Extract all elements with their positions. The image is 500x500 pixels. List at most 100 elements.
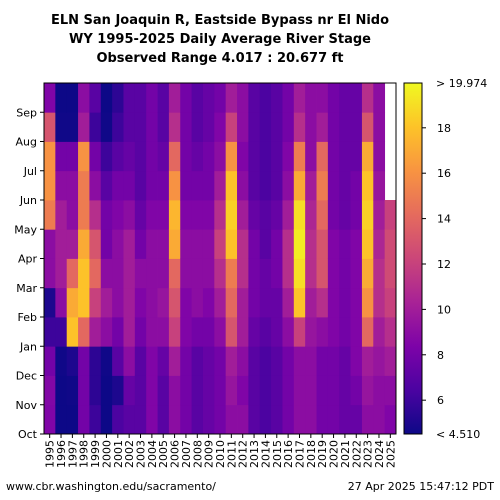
x-tick-label-2013: 2013 xyxy=(248,440,261,468)
heatmap-cell-2005-jul xyxy=(157,141,170,172)
heatmap-cell-2019-jul xyxy=(316,141,329,172)
x-tick-label-2005: 2005 xyxy=(157,440,170,468)
heatmap-cell-2018-jan xyxy=(305,317,317,347)
heatmap-cell-2001-mar xyxy=(112,258,124,289)
heatmap-cell-1999-nov xyxy=(89,375,102,406)
heatmap-cell-2018-oct xyxy=(305,404,317,435)
heatmap-cell-2007-dec xyxy=(180,346,193,376)
heatmap-cell-2012-aug xyxy=(237,112,249,142)
heatmap-cell-1996-apr xyxy=(55,229,68,259)
heatmap-cell-2025-apr xyxy=(384,229,397,259)
heatmap-cell-2015-may xyxy=(271,200,283,230)
heatmap-cell-1999-jan xyxy=(89,317,102,347)
colorbar-tick-label-6: 6 xyxy=(437,394,444,407)
heatmap-cell-1999-apr xyxy=(89,229,102,259)
heatmap-cell-1996-mar xyxy=(55,258,68,289)
heatmap-cell-2015-sep xyxy=(271,83,283,113)
heatmap-cell-2004-sep xyxy=(146,83,158,113)
x-tick-label-2016: 2016 xyxy=(282,440,295,468)
heatmap-cell-2013-may xyxy=(248,200,261,230)
heatmap-cell-2016-jun xyxy=(282,170,295,201)
heatmap-cell-2001-nov xyxy=(112,375,124,406)
heatmap-cell-2017-mar xyxy=(293,258,306,289)
heatmap-cell-2020-apr xyxy=(327,229,340,259)
heatmap-cell-2005-nov xyxy=(157,375,170,406)
heatmap-cell-2015-feb xyxy=(271,287,283,318)
x-tick-label-2023: 2023 xyxy=(362,440,375,468)
heatmap-cell-2003-apr xyxy=(134,229,147,259)
y-tick-label-dec: Dec xyxy=(16,370,37,383)
heatmap-cell-2023-jan xyxy=(361,317,374,347)
heatmap-cell-1997-feb xyxy=(66,287,79,318)
colorbar-tick-label-10: 10 xyxy=(437,303,451,316)
heatmap-cell-2023-dec xyxy=(361,346,374,376)
heatmap-cell-2005-aug xyxy=(157,112,170,142)
heatmap-cell-2016-jul xyxy=(282,141,295,172)
heatmap-cell-2014-jun xyxy=(259,170,272,201)
heatmap-cell-2022-mar xyxy=(350,258,363,289)
heatmap-cell-2002-dec xyxy=(123,346,136,376)
heatmap-cell-1999-jul xyxy=(89,141,102,172)
heatmap-cell-2016-sep xyxy=(282,83,295,113)
heatmap-cell-2012-feb xyxy=(237,287,249,318)
heatmap-cell-2016-feb xyxy=(282,287,295,318)
heatmap-cell-2023-nov xyxy=(361,375,374,406)
heatmap-cell-1995-jun xyxy=(44,170,56,201)
heatmap-cell-2017-jun xyxy=(293,170,306,201)
heatmap-cell-2001-jan xyxy=(112,317,124,347)
heatmap-cell-2020-feb xyxy=(327,287,340,318)
heatmap-cell-2012-may xyxy=(237,200,249,230)
heatmap-cell-2024-nov xyxy=(373,375,386,406)
heatmap-cell-1996-jul xyxy=(55,141,68,172)
heatmap-cell-2020-jun xyxy=(327,170,340,201)
heatmap-cell-1996-jan xyxy=(55,317,68,347)
heatmap-cell-2009-apr xyxy=(202,229,215,259)
x-tick-label-2007: 2007 xyxy=(180,440,193,468)
heatmap-cell-2023-apr xyxy=(361,229,374,259)
heatmap-cell-2019-aug xyxy=(316,112,329,142)
colorbar-tick-label-18: 18 xyxy=(437,122,451,135)
heatmap-cell-2012-jul xyxy=(237,141,249,172)
heatmap-cell-2013-oct xyxy=(248,404,261,435)
heatmap-cell-2019-mar xyxy=(316,258,329,289)
heatmap-cell-1999-aug xyxy=(89,112,102,142)
heatmap-cell-2007-feb xyxy=(180,287,193,318)
heatmap-cell-2010-jun xyxy=(214,170,227,201)
heatmap-cell-2012-mar xyxy=(237,258,249,289)
heatmap-cell-2000-jul xyxy=(100,141,113,172)
x-tick-label-2002: 2002 xyxy=(123,440,136,468)
x-tick-label-1998: 1998 xyxy=(78,440,91,468)
x-tick-label-2022: 2022 xyxy=(350,440,363,468)
heatmap-cell-2024-jul xyxy=(373,141,386,172)
heatmap-cell-2020-dec xyxy=(327,346,340,376)
heatmap-cell-2008-jan xyxy=(191,317,204,347)
x-tick-label-1999: 1999 xyxy=(89,440,102,468)
heatmap-cell-2020-nov xyxy=(327,375,340,406)
heatmap-cell-2021-nov xyxy=(339,375,351,406)
heatmap-cell-2014-sep xyxy=(259,83,272,113)
heatmap-cell-2021-aug xyxy=(339,112,351,142)
heatmap-cell-2007-oct xyxy=(180,404,193,435)
heatmap-cell-2010-aug xyxy=(214,112,227,142)
heatmap-cell-2009-nov xyxy=(202,375,215,406)
heatmap-cell-2017-jul xyxy=(293,141,306,172)
heatmap-cell-2003-jan xyxy=(134,317,147,347)
heatmap-cell-2015-jan xyxy=(271,317,283,347)
heatmap-cell-2008-oct xyxy=(191,404,204,435)
heatmap-cell-2002-sep xyxy=(123,83,136,113)
heatmap-cell-2022-jun xyxy=(350,170,363,201)
heatmap-cell-1997-dec xyxy=(66,346,79,376)
heatmap-cell-2022-nov xyxy=(350,375,363,406)
heatmap-cell-2003-nov xyxy=(134,375,147,406)
heatmap-cell-2015-jul xyxy=(271,141,283,172)
heatmap-cell-2008-apr xyxy=(191,229,204,259)
heatmap-cell-2008-nov xyxy=(191,375,204,406)
x-tick-label-2010: 2010 xyxy=(214,440,227,468)
heatmap-cell-2021-feb xyxy=(339,287,351,318)
heatmap-cell-2014-oct xyxy=(259,404,272,435)
heatmap-cell-2015-mar xyxy=(271,258,283,289)
heatmap-cell-2008-feb xyxy=(191,287,204,318)
heatmap-cell-2001-dec xyxy=(112,346,124,376)
heatmap-cell-2008-dec xyxy=(191,346,204,376)
